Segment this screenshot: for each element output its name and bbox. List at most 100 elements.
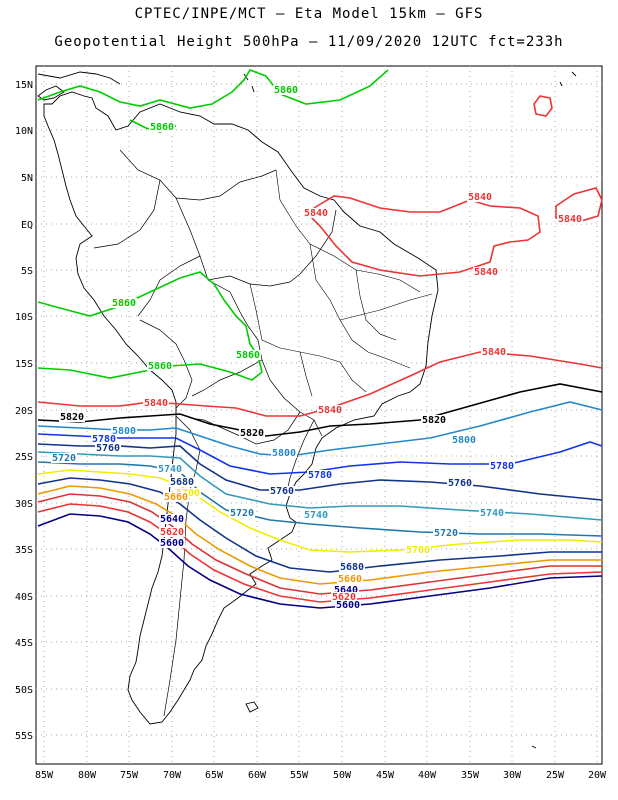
contour-label-bg — [235, 350, 261, 360]
contour-5780 — [37, 433, 603, 475]
contour-label-bg — [229, 508, 255, 518]
contour-label-bg — [143, 398, 169, 408]
lon-label: 55W — [290, 770, 309, 781]
contour-label-bg — [335, 600, 361, 610]
contour-label-bg — [489, 461, 515, 471]
lat-label: 45S — [15, 638, 33, 649]
contour-label-bg — [479, 508, 505, 518]
lon-label: 70W — [163, 770, 182, 781]
title-line-1: CPTEC/INPE/MCT – Eta Model 15km – GFS — [134, 6, 484, 22]
lat-label: 25S — [15, 452, 33, 463]
contour-label-5680: 5680 — [340, 562, 364, 573]
contour-label-5720: 5720 — [52, 453, 76, 464]
contour-label-bg — [273, 85, 299, 95]
contour-label-5820: 5820 — [60, 412, 84, 423]
contour-label-bg — [557, 214, 583, 224]
lon-label: 60W — [248, 770, 267, 781]
contour-label-bg — [59, 412, 85, 422]
contour-5600 — [37, 513, 603, 609]
contour-label-5620: 5620 — [332, 592, 356, 603]
contour-label-bg — [239, 428, 265, 438]
contour-5660 — [37, 485, 602, 585]
lat-label: 15S — [15, 359, 33, 370]
contour-label-5840: 5840 — [468, 192, 492, 203]
lat-label: 5N — [21, 173, 33, 184]
contour-label-5760: 5760 — [270, 486, 294, 497]
lon-label: 45W — [376, 770, 395, 781]
contour-label-5840: 5840 — [318, 405, 342, 416]
contour-label-5860: 5860 — [148, 361, 172, 372]
lon-label: 40W — [418, 770, 437, 781]
lon-label: 25W — [546, 770, 565, 781]
contour-5840-equatorial — [303, 195, 541, 277]
contour-label-bg — [169, 477, 195, 487]
contour-label-5680: 5680 — [170, 477, 194, 488]
contour-5860-north — [37, 69, 389, 109]
contour-5840-loop — [533, 95, 553, 117]
contour-label-5840: 5840 — [144, 398, 168, 409]
contour-label-bg — [303, 510, 329, 520]
contour-5640 — [37, 493, 602, 595]
contour-label-bg — [147, 361, 173, 371]
contour-label-bg — [481, 347, 507, 357]
contour-5860-peru — [37, 271, 263, 373]
lon-label: 65W — [205, 770, 224, 781]
contour-label-bg — [467, 192, 493, 202]
central-america-coast — [37, 85, 65, 101]
lat-label: 50S — [15, 685, 33, 696]
contour-label-bg — [159, 514, 185, 524]
contour-label-bg — [473, 267, 499, 277]
lon-label: 75W — [120, 770, 139, 781]
contour-label-bg — [159, 527, 185, 537]
contour-5620 — [37, 503, 603, 603]
title-line-2: Geopotential Height 500hPa – 11/09/2020 … — [54, 34, 564, 50]
lat-label: 35S — [15, 545, 33, 556]
contour-label-5740: 5740 — [480, 508, 504, 519]
map-frame — [35, 65, 603, 765]
contour-label-5860: 5860 — [112, 298, 136, 309]
lat-label: 40S — [15, 592, 33, 603]
contour-label-bg — [447, 478, 473, 488]
contour-label-bg — [339, 562, 365, 572]
contour-5700 — [37, 469, 603, 553]
lon-label: 50W — [333, 770, 352, 781]
contour-label-5740: 5740 — [304, 510, 328, 521]
contour-label-bg — [405, 545, 431, 555]
contour-label-5760: 5760 — [96, 443, 120, 454]
lon-label: 20W — [588, 770, 607, 781]
contour-label-bg — [433, 528, 459, 538]
contour-label-5840: 5840 — [558, 214, 582, 225]
contour-label-5860: 5860 — [274, 85, 298, 96]
contour-label-5860: 5860 — [150, 122, 174, 133]
contour-label-bg — [157, 464, 183, 474]
lon-label: 85W — [35, 770, 54, 781]
lat-label: 30S — [15, 499, 33, 510]
contour-label-bg — [163, 492, 189, 502]
contour-label-bg — [331, 592, 357, 602]
contour-labels: 5860 5860 5860 5860 5860 5840 5840 5840 5840 5840… — [51, 85, 583, 611]
contour-label-5820: 5820 — [240, 428, 264, 439]
atlantic-islet — [531, 745, 537, 749]
contour-label-5740: 5740 — [158, 464, 182, 475]
contour-label-5820: 5820 — [422, 415, 446, 426]
contour-label-5800: 5800 — [452, 435, 476, 446]
falkland-islands — [245, 701, 259, 713]
contour-label-5660: 5660 — [164, 492, 188, 503]
contour-label-bg — [271, 448, 297, 458]
contour-label-5840: 5840 — [304, 208, 328, 219]
contour-label-5840: 5840 — [474, 267, 498, 278]
contour-label-5800: 5800 — [272, 448, 296, 459]
longitude-labels: 85W 80W 75W 70W 65W 60W 55W 50W 45W 40W 35W 30W 25W 2… — [35, 770, 607, 781]
contour-label-bg — [303, 208, 329, 218]
contour-label-5840: 5840 — [482, 347, 506, 358]
lat-label: 10N — [15, 126, 33, 137]
lon-label: 80W — [78, 770, 97, 781]
lon-label: 30W — [503, 770, 522, 781]
contour-label-bg — [307, 470, 333, 480]
south-america-coast — [43, 91, 439, 725]
contour-label-5720: 5720 — [230, 508, 254, 519]
contour-label-bg — [317, 405, 343, 415]
country-borders — [93, 149, 337, 717]
lat-label: 5S — [21, 266, 33, 277]
